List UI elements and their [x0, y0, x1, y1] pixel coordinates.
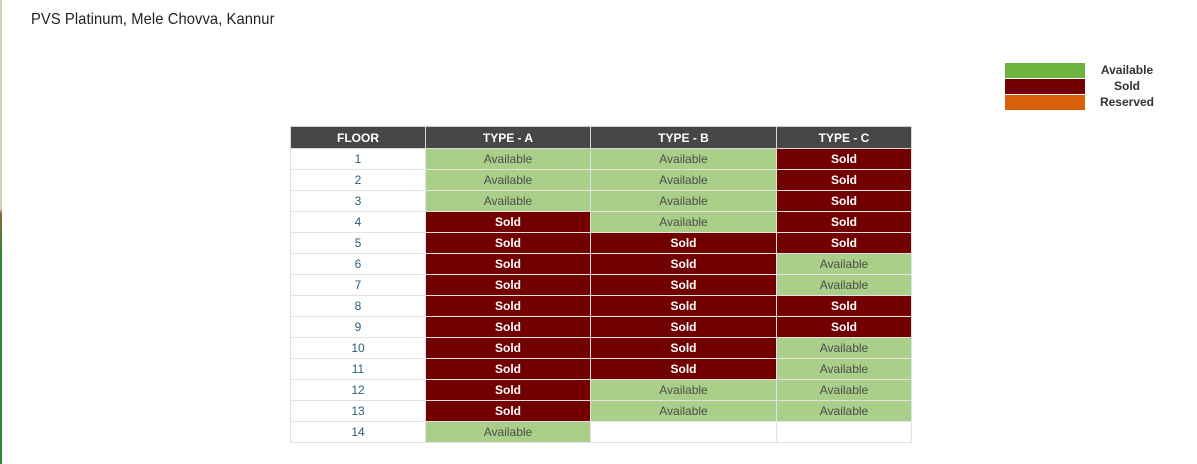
- table-row: 2 Available Available Sold: [290, 169, 912, 191]
- table-row: 11 Sold Sold Available: [290, 358, 912, 380]
- floor-cell: 10: [290, 337, 426, 359]
- floor-cell: 4: [290, 211, 426, 233]
- floor-cell: 3: [290, 190, 426, 212]
- type-b-status-cell: Sold: [590, 232, 777, 254]
- table-row: 7 Sold Sold Available: [290, 274, 912, 296]
- table-row: 5 Sold Sold Sold: [290, 232, 912, 254]
- floor-cell: 8: [290, 295, 426, 317]
- type-a-status-cell: Sold: [425, 379, 591, 401]
- type-c-status-cell: Sold: [776, 316, 912, 338]
- table-header-row: FLOOR TYPE - A TYPE - B TYPE - C: [290, 126, 912, 149]
- floor-cell: 9: [290, 316, 426, 338]
- type-b-status-cell: Sold: [590, 253, 777, 275]
- type-a-status-cell: Available: [425, 421, 591, 443]
- type-b-status-cell: Available: [590, 211, 777, 233]
- table-row: 13 Sold Available Available: [290, 400, 912, 422]
- availability-table-container: FLOOR TYPE - A TYPE - B TYPE - C 1 Availa…: [290, 126, 912, 443]
- type-c-status-cell: Available: [776, 358, 912, 380]
- floor-cell: 6: [290, 253, 426, 275]
- table-row: 4 Sold Available Sold: [290, 211, 912, 233]
- type-c-status-cell: Sold: [776, 232, 912, 254]
- floor-cell: 7: [290, 274, 426, 296]
- type-b-status-cell: Sold: [590, 295, 777, 317]
- type-b-status-cell: Available: [590, 400, 777, 422]
- floor-cell: 14: [290, 421, 426, 443]
- type-c-status-cell: Sold: [776, 169, 912, 191]
- table-row: 6 Sold Sold Available: [290, 253, 912, 275]
- type-b-status-cell: Sold: [590, 337, 777, 359]
- type-b-status-cell: Sold: [590, 274, 777, 296]
- type-a-status-cell: Sold: [425, 316, 591, 338]
- type-c-status-cell: Available: [776, 379, 912, 401]
- legend-label-sold: Sold: [1114, 79, 1140, 93]
- type-b-status-cell: Available: [590, 148, 777, 170]
- type-a-status-cell: Sold: [425, 358, 591, 380]
- type-a-status-cell: Sold: [425, 211, 591, 233]
- type-c-status-cell: [776, 421, 912, 443]
- type-c-status-cell: Available: [776, 253, 912, 275]
- table-row: 9 Sold Sold Sold: [290, 316, 912, 338]
- table-row: 10 Sold Sold Available: [290, 337, 912, 359]
- floor-cell: 5: [290, 232, 426, 254]
- page-title: PVS Platinum, Mele Chovva, Kannur: [31, 11, 275, 28]
- table-row: 8 Sold Sold Sold: [290, 295, 912, 317]
- table-body: 1 Available Available Sold 2 Available Availab…: [290, 148, 912, 443]
- legend-swatch-available: [1005, 63, 1085, 78]
- legend-swatch-sold: [1005, 79, 1085, 94]
- type-c-status-cell: Available: [776, 274, 912, 296]
- type-c-status-cell: Available: [776, 337, 912, 359]
- floor-cell: 11: [290, 358, 426, 380]
- table-row: 1 Available Available Sold: [290, 148, 912, 170]
- availability-table: FLOOR TYPE - A TYPE - B TYPE - C 1 Availa…: [290, 126, 912, 443]
- table-row: 14 Available: [290, 421, 912, 443]
- type-b-status-cell: Sold: [590, 358, 777, 380]
- table-row: 3 Available Available Sold: [290, 190, 912, 212]
- legend-label-available: Available: [1100, 63, 1154, 77]
- header-floor: FLOOR: [290, 126, 426, 149]
- type-c-status-cell: Sold: [776, 190, 912, 212]
- legend-label-reserved: Reserved: [1099, 95, 1155, 109]
- type-a-status-cell: Available: [425, 190, 591, 212]
- type-a-status-cell: Sold: [425, 400, 591, 422]
- type-a-status-cell: Available: [425, 169, 591, 191]
- left-edge-divider: [0, 0, 2, 464]
- type-c-status-cell: Sold: [776, 295, 912, 317]
- type-b-status-cell: Available: [590, 169, 777, 191]
- type-a-status-cell: Sold: [425, 274, 591, 296]
- type-c-status-cell: Available: [776, 400, 912, 422]
- legend-swatch-reserved: [1005, 95, 1085, 110]
- header-type-c: TYPE - C: [776, 126, 912, 149]
- header-type-b: TYPE - B: [590, 126, 777, 149]
- type-b-status-cell: [590, 421, 777, 443]
- floor-cell: 2: [290, 169, 426, 191]
- type-a-status-cell: Sold: [425, 253, 591, 275]
- header-type-a: TYPE - A: [425, 126, 591, 149]
- floor-cell: 13: [290, 400, 426, 422]
- floor-cell: 1: [290, 148, 426, 170]
- type-a-status-cell: Available: [425, 148, 591, 170]
- floor-cell: 12: [290, 379, 426, 401]
- type-c-status-cell: Sold: [776, 211, 912, 233]
- table-row: 12 Sold Available Available: [290, 379, 912, 401]
- type-b-status-cell: Sold: [590, 316, 777, 338]
- type-b-status-cell: Available: [590, 379, 777, 401]
- type-c-status-cell: Sold: [776, 148, 912, 170]
- type-a-status-cell: Sold: [425, 337, 591, 359]
- type-b-status-cell: Available: [590, 190, 777, 212]
- type-a-status-cell: Sold: [425, 232, 591, 254]
- type-a-status-cell: Sold: [425, 295, 591, 317]
